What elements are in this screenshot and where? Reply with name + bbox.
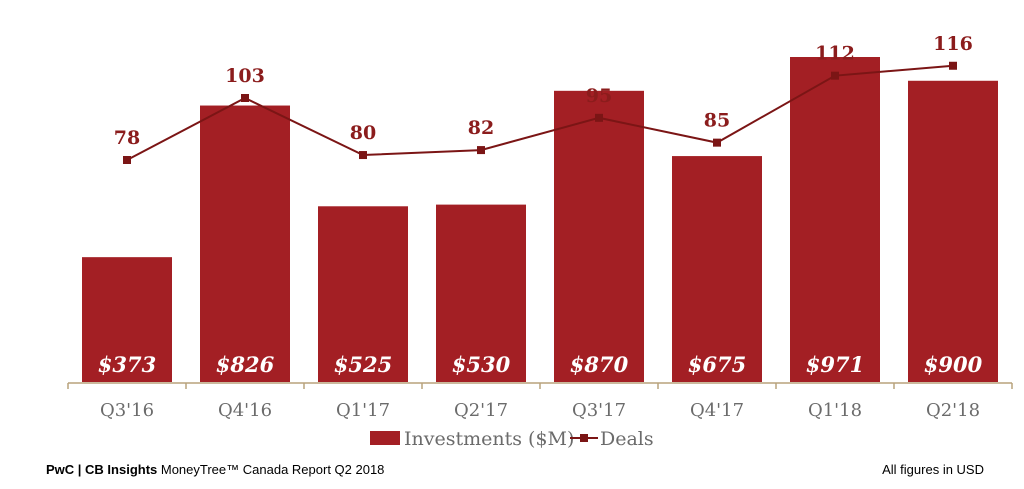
deals-point bbox=[595, 113, 603, 122]
deals-line bbox=[126, 64, 954, 161]
x-tick-label: Q2'18 bbox=[926, 400, 980, 421]
deals-point bbox=[713, 138, 721, 147]
footer-note: All figures in USD bbox=[882, 462, 984, 477]
deals-point bbox=[359, 151, 367, 160]
x-tick-label: Q3'17 bbox=[572, 400, 626, 421]
deals-point bbox=[831, 71, 839, 80]
footer-brand: PwC | CB Insights bbox=[46, 462, 158, 477]
deals-label: 112 bbox=[815, 43, 855, 65]
investment-bar bbox=[82, 257, 172, 382]
legend-label-investments: Investments ($M) bbox=[404, 428, 574, 450]
x-tick-label: Q4'16 bbox=[218, 400, 272, 421]
x-tick-label: Q1'17 bbox=[336, 400, 390, 421]
investment-bar bbox=[318, 206, 408, 382]
investment-bar bbox=[672, 156, 762, 382]
footer-source: PwC | CB Insights MoneyTree™ Canada Repo… bbox=[46, 462, 384, 477]
deals-point bbox=[241, 94, 249, 102]
investment-label: $675 bbox=[688, 352, 746, 377]
legend-swatch-investments bbox=[370, 431, 400, 445]
investment-label: $900 bbox=[924, 352, 983, 377]
investment-bar bbox=[436, 204, 526, 382]
deals-point bbox=[949, 61, 957, 70]
deals-label: 116 bbox=[933, 33, 973, 55]
x-tick-label: Q3'16 bbox=[100, 400, 154, 421]
investment-bar bbox=[554, 90, 644, 382]
deals-point bbox=[123, 156, 131, 164]
deals-point bbox=[477, 146, 485, 155]
footer-report: MoneyTree™ Canada Report Q2 2018 bbox=[157, 462, 385, 477]
investment-bar bbox=[908, 80, 998, 383]
investment-label: $530 bbox=[452, 352, 511, 377]
deals-label: 78 bbox=[114, 127, 140, 149]
deals-label: 80 bbox=[350, 122, 376, 144]
x-tick-label: Q2'17 bbox=[454, 400, 508, 421]
deals-label: 103 bbox=[225, 65, 265, 87]
investment-label: $826 bbox=[216, 352, 275, 377]
legend-marker-deals bbox=[580, 434, 588, 442]
x-axis: Q3'16 Q4'16 Q1'17 Q2'17 Q3'17 Q4'17 Q1'18 Q2'18 bbox=[67, 382, 1013, 421]
investment-label: $971 bbox=[806, 352, 864, 377]
deals-label: 82 bbox=[468, 117, 494, 139]
deals-label: 95 bbox=[586, 85, 612, 107]
investment-label: $525 bbox=[334, 352, 392, 377]
legend-label-deals: Deals bbox=[600, 428, 654, 450]
investment-label: $870 bbox=[570, 352, 629, 377]
legend: Investments ($M) Deals bbox=[370, 428, 654, 450]
deals-line-layer: 78 103 80 82 95 85 112 116 bbox=[114, 33, 973, 164]
investment-bar bbox=[200, 105, 290, 382]
investment-bar bbox=[790, 57, 880, 383]
deals-label: 85 bbox=[704, 110, 730, 132]
x-tick-label: Q4'17 bbox=[690, 400, 744, 421]
investment-label: $373 bbox=[98, 352, 156, 377]
bars-layer: $373 $826 $525 $530 $870 $675 $971 $900 bbox=[82, 57, 998, 383]
x-tick-label: Q1'18 bbox=[808, 400, 862, 421]
